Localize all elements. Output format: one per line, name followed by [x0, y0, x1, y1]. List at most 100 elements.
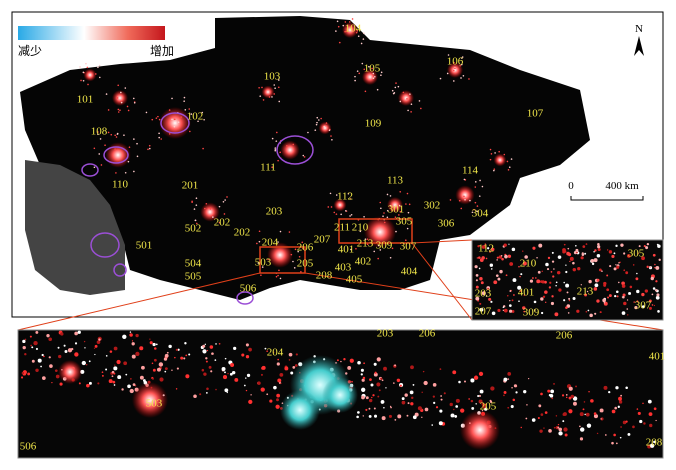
light-dot	[273, 93, 276, 95]
boundary-outline	[113, 263, 127, 277]
light-dot	[224, 357, 227, 360]
light-dot	[29, 335, 32, 338]
light-dot	[41, 353, 44, 357]
light-dot	[177, 121, 180, 124]
light-dot	[396, 378, 401, 383]
light-dot	[523, 389, 527, 394]
light-dot	[330, 135, 332, 137]
light-dot	[503, 390, 507, 394]
light-dot	[183, 96, 186, 99]
light-dot	[509, 262, 514, 266]
light-dot	[398, 214, 400, 216]
light-dot	[381, 416, 386, 421]
light-dot	[378, 389, 381, 392]
region-label: 503	[255, 257, 272, 269]
light-dot	[377, 244, 380, 247]
region-label: 205	[297, 258, 314, 270]
light-dot	[152, 342, 156, 347]
light-dot	[385, 387, 387, 389]
light-dot	[503, 394, 505, 397]
light-dot	[114, 364, 116, 366]
light-dot	[584, 252, 587, 255]
light-dot	[548, 394, 552, 397]
light-dot	[460, 207, 463, 210]
light-dot	[205, 357, 208, 360]
light-dot	[127, 160, 130, 163]
light-dot	[488, 297, 492, 301]
light-dot	[329, 192, 332, 195]
light-dot	[261, 365, 266, 370]
light-dot	[113, 372, 116, 375]
light-dot	[607, 296, 609, 299]
light-dot	[561, 394, 565, 397]
light-dot	[250, 394, 252, 396]
light-dot	[94, 73, 97, 75]
light-dot	[497, 277, 501, 281]
light-dot	[550, 301, 555, 306]
light-cluster	[261, 85, 275, 99]
light-dot	[503, 308, 508, 313]
light-dot	[618, 262, 620, 264]
light-dot	[368, 398, 373, 403]
light-dot	[117, 84, 120, 87]
light-dot	[337, 25, 340, 28]
light-dot	[479, 389, 484, 394]
region-label: 202	[214, 217, 231, 229]
light-dot	[48, 356, 51, 359]
light-dot	[31, 359, 35, 363]
light-dot	[439, 77, 442, 80]
light-dot	[373, 362, 377, 366]
light-dot	[517, 285, 522, 290]
light-dot	[221, 367, 226, 372]
light-dot	[471, 406, 475, 410]
light-dot	[553, 268, 555, 270]
light-dot	[24, 352, 27, 356]
light-dot	[395, 230, 397, 233]
light-dot	[614, 294, 617, 298]
scale-distance: 400 km	[605, 180, 639, 192]
light-dot	[241, 353, 245, 357]
light-dot	[35, 368, 39, 373]
light-dot	[388, 414, 392, 418]
light-dot	[168, 109, 171, 111]
caspian-area	[25, 160, 125, 295]
light-dot	[356, 70, 359, 72]
change-decrease	[280, 390, 320, 430]
light-dot	[476, 257, 478, 259]
light-dot	[277, 159, 279, 162]
light-dot	[478, 256, 481, 259]
light-dot	[558, 427, 563, 432]
light-dot	[600, 418, 602, 420]
light-dot	[316, 121, 318, 124]
light-dot	[515, 391, 518, 394]
light-dot	[558, 288, 562, 292]
light-dot	[572, 267, 577, 272]
light-dot	[657, 310, 660, 313]
light-dot	[509, 309, 513, 313]
light-dot	[83, 340, 86, 343]
light-dot	[369, 378, 372, 381]
light-dot	[463, 195, 465, 198]
region-label: 401	[518, 287, 535, 299]
light-dot	[567, 252, 572, 257]
light-dot	[653, 407, 657, 411]
light-dot	[204, 207, 206, 210]
light-dot	[586, 290, 589, 293]
light-dot	[551, 251, 554, 254]
light-dot	[582, 408, 585, 411]
light-dot	[555, 281, 558, 284]
light-dot	[490, 300, 493, 303]
light-dot	[635, 277, 639, 281]
light-dot	[133, 170, 135, 173]
light-dot	[501, 257, 504, 261]
light-dot	[82, 71, 85, 74]
light-dot	[454, 67, 456, 70]
light-dot	[124, 87, 127, 89]
light-dot	[596, 432, 599, 435]
light-dot	[154, 347, 157, 350]
light-dot	[568, 299, 571, 302]
light-dot	[455, 405, 459, 408]
light-dot	[107, 109, 110, 111]
light-dot	[331, 138, 333, 141]
light-dot	[566, 291, 569, 294]
